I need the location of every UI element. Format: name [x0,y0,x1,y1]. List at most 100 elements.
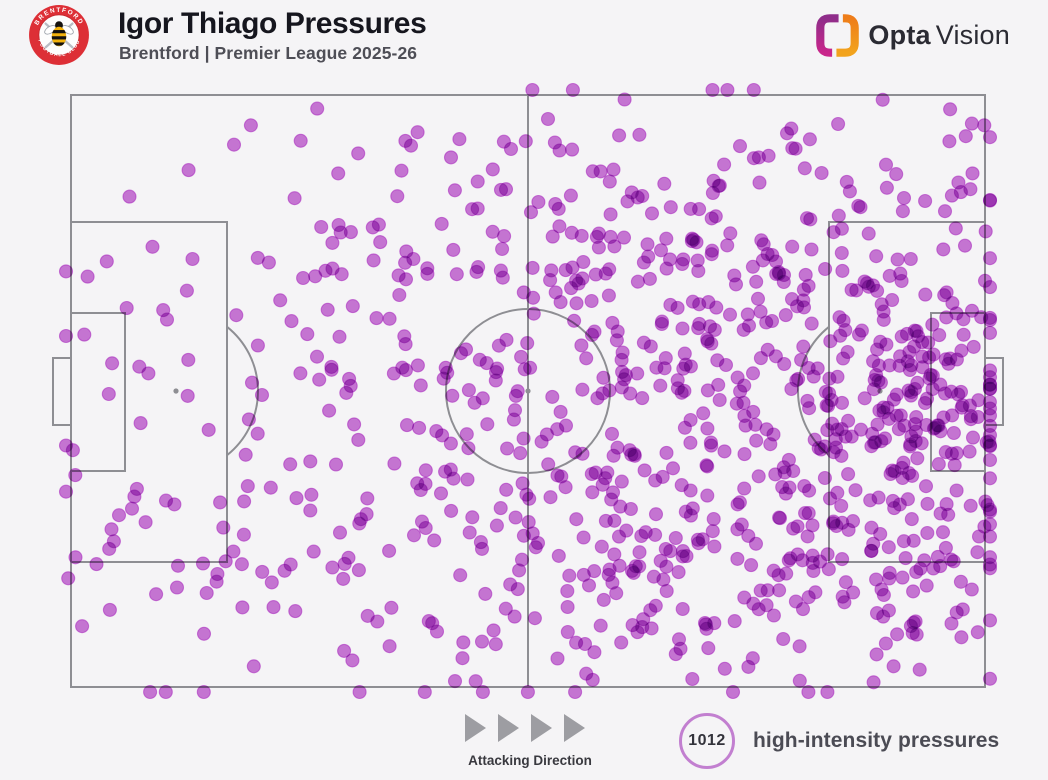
pressure-dot [351,563,366,578]
pressure-dot [917,553,932,568]
pressure-dot [831,208,846,223]
pressure-dot [122,189,137,204]
pressure-dot [711,377,726,392]
pressure-dot [237,494,252,509]
pressure-dot [568,684,583,700]
pressure-dot [306,544,321,559]
pressure-dot [869,572,884,587]
pressure-dot [517,362,532,377]
pressure-dot [575,446,590,461]
pressure-dot [771,265,786,280]
pressure-dot [956,327,971,342]
pressure-dot [691,536,706,551]
pressure-dot [551,548,566,563]
pressure-dot [384,600,399,615]
pressure-dot [949,446,964,461]
pressure-dot [99,254,114,269]
pressure-dot [753,304,768,319]
pressure-dot [552,219,567,234]
pressure-dot [127,489,142,504]
pressure-dot [89,557,104,572]
pressure-dot [576,530,591,545]
pressure-dot [937,204,953,219]
pressure-dot [942,134,957,149]
pressure-dot [195,556,211,571]
pressure-dot [68,468,83,483]
pressure-dot [717,444,732,459]
pressure-dot [435,428,450,443]
pressure-dot [722,307,738,322]
pressure-dot [802,132,817,147]
pressure-dot [954,343,969,358]
pressure-dot [658,351,673,366]
pressure-dot [181,352,196,367]
pressure-dot [970,545,985,560]
pressure-dot [558,263,573,278]
pressure-dot [653,378,668,393]
pressure-dot [659,445,674,460]
pressure-dot [584,293,599,309]
pressure-dot [943,102,958,117]
pressure-dot [543,273,558,288]
pressure-dot [798,267,813,282]
pressure-dot [663,297,678,312]
pressure-dot [964,582,979,597]
pressure-dot [308,269,323,284]
pressure-dot [820,684,835,700]
pressure-dot [691,263,706,279]
pressure-dot [655,469,670,484]
left-penalty-area [70,221,228,563]
pressure-dot [870,417,885,432]
pressure-dot [844,282,859,297]
pressure-dot [596,370,611,385]
pressure-dot [720,238,735,253]
pressure-dot [955,602,970,617]
pressure-dot [145,239,160,254]
pressure-dot [937,386,953,401]
pressure-dot [873,526,888,542]
pressure-dot [493,501,508,516]
pressure-dot [459,427,474,442]
pressure-dot [982,561,998,576]
pressure-dot [289,491,304,506]
pressure-dot [525,526,540,541]
pressure-dot [895,204,910,219]
pressure-dot [746,82,761,98]
pressure-dot [553,295,568,310]
pressure-dot [897,418,912,433]
pressure-dot [392,287,407,303]
pressure-dot [607,547,622,562]
pressure-dot [751,150,766,165]
pressure-dot [531,194,546,210]
pressure-dot [751,602,766,617]
pressure-dot [750,291,766,306]
pressure-dot [785,239,800,254]
pressure-dot [949,483,964,498]
pressure-dot [717,661,732,676]
pressure-dot [337,556,352,571]
pressure-dot [296,270,311,286]
pressure-dot [720,82,735,98]
pressure-dot [503,141,519,157]
pressure-dot [351,146,366,161]
pressure-dot [443,462,458,477]
pressure-dot [822,491,838,506]
pressure-dot [229,308,244,323]
pressure-dot [235,600,250,615]
pressure-dot [685,501,700,516]
pressure-dot [333,225,348,240]
pressure-dot [243,118,258,133]
pressure-dot [469,264,484,279]
pressure-dot [704,247,719,262]
pressure-dot [461,441,476,456]
pressure-dot [102,541,117,556]
pressure-dot [485,224,500,239]
pressure-dot [890,627,905,642]
pressure-dot [887,464,902,479]
pressure-dot [124,501,140,516]
pressure-dot [605,575,620,590]
pressure-dot [718,357,734,373]
pressure-dot [814,165,829,181]
pressure-dot [382,639,397,654]
pressure-dot [951,175,966,190]
